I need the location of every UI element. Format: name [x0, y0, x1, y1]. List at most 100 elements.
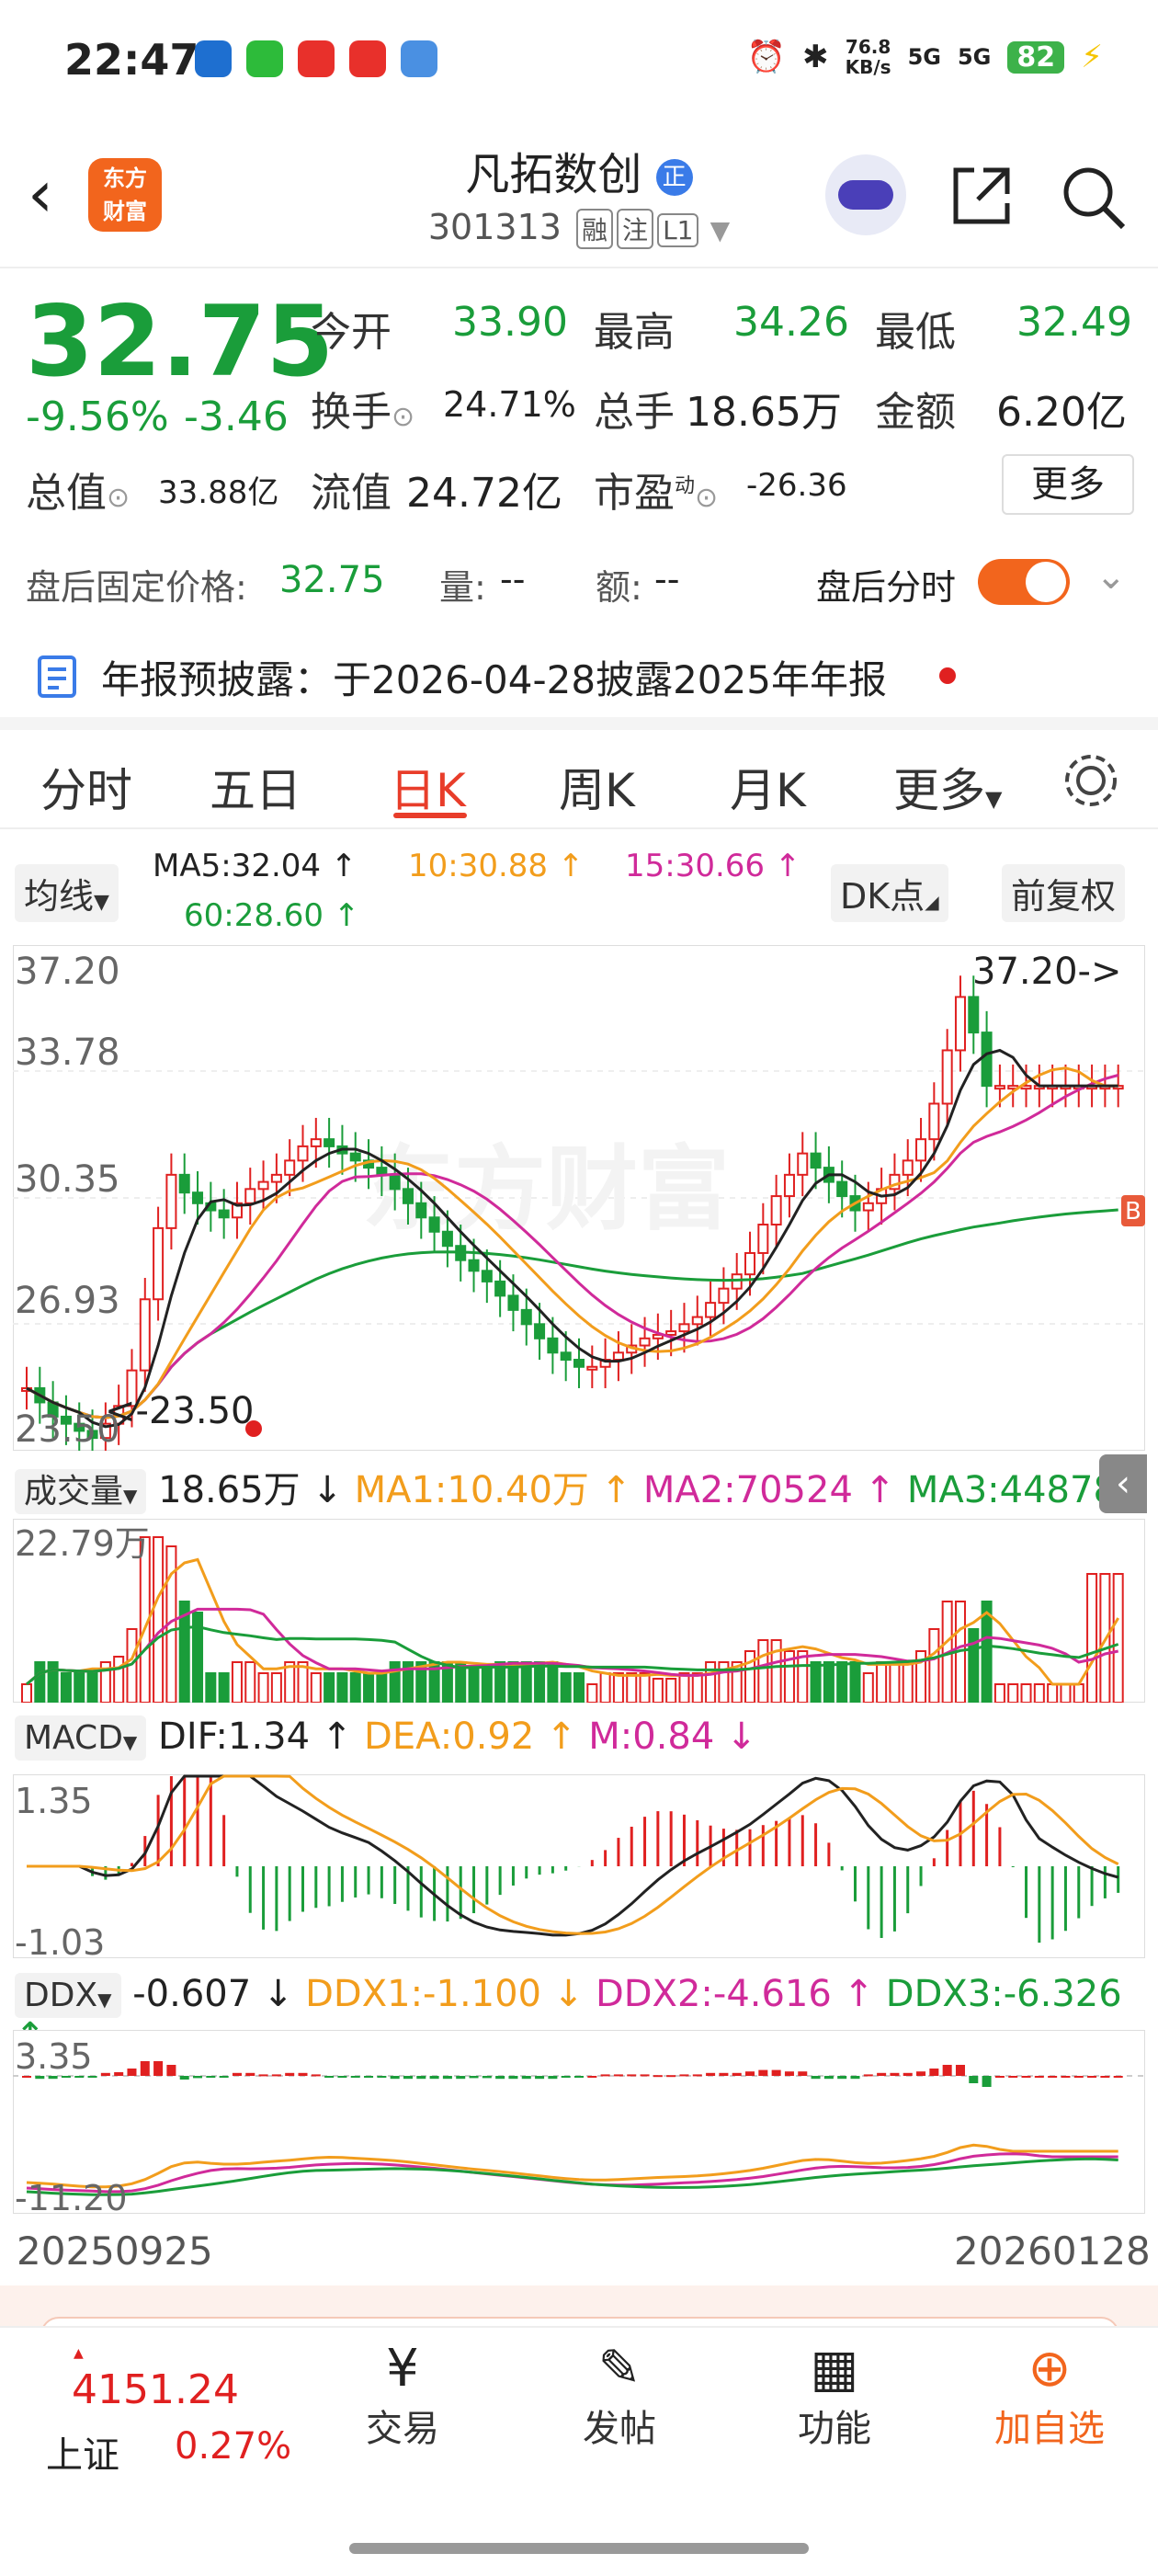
candle — [481, 1270, 493, 1282]
ddx-bar — [311, 2074, 321, 2077]
after-hours-toggle-label: 盘后分时 — [816, 567, 957, 608]
candle — [507, 1294, 519, 1311]
volume-bar — [1073, 1683, 1084, 1703]
ddx-selector[interactable]: DDX▼ — [15, 1973, 121, 2018]
nav-post[interactable]: ✎ 发帖 — [555, 2339, 684, 2452]
more-button[interactable]: 更多 — [1002, 454, 1134, 515]
chevron-down-icon[interactable]: ⌄ — [1096, 555, 1127, 598]
volume-bar — [993, 1683, 1005, 1703]
ddx-bar — [377, 2076, 387, 2078]
tab-daily-k[interactable]: 日K — [390, 764, 466, 817]
ddx-bar — [916, 2071, 926, 2076]
candle — [468, 1259, 480, 1272]
back-icon[interactable]: ‹ — [28, 156, 53, 232]
candle — [139, 1298, 151, 1372]
settings-gear-icon[interactable] — [1059, 748, 1123, 813]
ddx-bar — [929, 2069, 939, 2076]
nav-function[interactable]: ▦ 功能 — [770, 2339, 899, 2452]
ddx-indicator-row: DDX▼ -0.607 ↓ DDX1:-1.100 ↓ DDX2:-4.616 … — [15, 1973, 1158, 2057]
ddx-bar — [140, 2061, 150, 2076]
search-icon[interactable] — [1057, 161, 1130, 234]
min-price-marker: <-23.50 — [105, 1390, 254, 1432]
ddx-bar — [324, 2076, 335, 2078]
tab-monthly-k[interactable]: 月K — [730, 764, 806, 817]
index-change[interactable]: 0.27% — [175, 2425, 292, 2468]
ddx-y-bottom: -11.20 — [15, 2178, 128, 2214]
candle — [441, 1230, 453, 1248]
candle — [244, 1188, 256, 1204]
ddx-bar — [784, 2071, 794, 2076]
after-hours-price: 32.75 — [279, 559, 385, 601]
ddx-bar — [732, 2072, 742, 2076]
kline-chart[interactable]: 东方财富 37.20 33.78 30.35 26.93 23.50 37.20… — [13, 945, 1145, 1451]
ddx-bar — [745, 2071, 755, 2076]
volume-bar — [402, 1661, 414, 1703]
ddx-bar — [627, 2074, 637, 2077]
battery-icon: 82 — [1007, 40, 1065, 74]
ddx-bar — [429, 2076, 439, 2080]
status-time: 22:47 — [64, 35, 199, 85]
after-hours-amt-label: 额: — [596, 567, 642, 608]
ddx-chart: 3.35 -11.20 — [13, 2030, 1145, 2214]
notice-bar[interactable]: 年报预披露：于2026-04-28披露2025年年报 — [0, 634, 1158, 717]
candle — [402, 1188, 414, 1204]
index-name[interactable]: 上证 — [46, 2434, 119, 2477]
alarm-icon: ⏰ — [746, 39, 787, 75]
open-value: 33.90 — [452, 299, 568, 346]
volume-bar — [915, 1650, 927, 1703]
ddx-bar — [166, 2065, 176, 2076]
ddx-bar — [495, 2076, 505, 2080]
volume-bar — [968, 1628, 980, 1703]
ddx-bar — [364, 2076, 374, 2078]
signal-2: 5G — [957, 44, 992, 70]
macd-selector[interactable]: MACD▼ — [15, 1715, 147, 1761]
volume-selector[interactable]: 成交量▼ — [15, 1469, 147, 1514]
volume-bar — [178, 1601, 190, 1703]
candle — [599, 1359, 611, 1368]
share-icon[interactable] — [947, 161, 1016, 231]
candle — [678, 1323, 690, 1333]
candle — [928, 1102, 940, 1141]
volume-bar — [349, 1672, 361, 1703]
ddx-bar — [942, 2065, 952, 2076]
nav-trade[interactable]: ¥ 交易 — [338, 2339, 467, 2452]
candle — [652, 1333, 664, 1339]
ddx-bar — [548, 2076, 558, 2080]
ddx-bar — [206, 2076, 216, 2078]
volume-bar — [876, 1661, 888, 1703]
tab-more[interactable]: 更多▼ — [893, 764, 1003, 817]
ddx-bar — [719, 2072, 729, 2076]
ma-selector[interactable]: 均线▼ — [15, 864, 119, 922]
dk-point-button[interactable]: DK点◢ — [831, 864, 948, 922]
index-value[interactable]: 4151.24 — [72, 2366, 239, 2413]
volume-bar — [573, 1672, 585, 1703]
ddx-value: -0.607 ↓ — [132, 1973, 294, 2015]
event-dot[interactable] — [245, 1420, 262, 1437]
candle — [691, 1316, 703, 1326]
nav-add-watch[interactable]: ⊕ 加自选 — [985, 2339, 1114, 2452]
volume-bar — [99, 1661, 111, 1703]
ddx-bar — [982, 2076, 992, 2087]
candle — [284, 1159, 296, 1176]
after-hours-toggle[interactable] — [978, 559, 1070, 605]
ddx-bar — [1061, 2076, 1071, 2078]
tab-weekly-k[interactable]: 周K — [559, 764, 635, 817]
ddx-bar — [798, 2071, 808, 2076]
forward-adjust-button[interactable]: 前复权 — [1002, 864, 1126, 922]
tab-five-day[interactable]: 五日 — [210, 764, 301, 817]
collapse-arrow-icon[interactable]: ‹ — [1099, 1454, 1147, 1513]
open-label: 今开 — [311, 309, 392, 356]
high-value: 34.26 — [733, 299, 849, 346]
home-indicator — [349, 2543, 809, 2554]
macd-chart: 1.35 -1.03 — [13, 1774, 1145, 1958]
buy-signal-badge[interactable] — [1121, 1195, 1145, 1226]
ddx-bar — [127, 2069, 137, 2076]
news-app-icon — [349, 40, 386, 77]
candle — [718, 1287, 730, 1305]
grid-icon: ▦ — [810, 2339, 859, 2399]
mcap-value: 33.88亿 — [158, 474, 279, 511]
stock-code-line[interactable]: 301313 融注 L1 ▼ — [0, 207, 1158, 249]
tab-intraday[interactable]: 分时 — [40, 764, 132, 817]
volume-bar — [34, 1661, 46, 1703]
robot-assistant-icon[interactable] — [825, 154, 906, 235]
